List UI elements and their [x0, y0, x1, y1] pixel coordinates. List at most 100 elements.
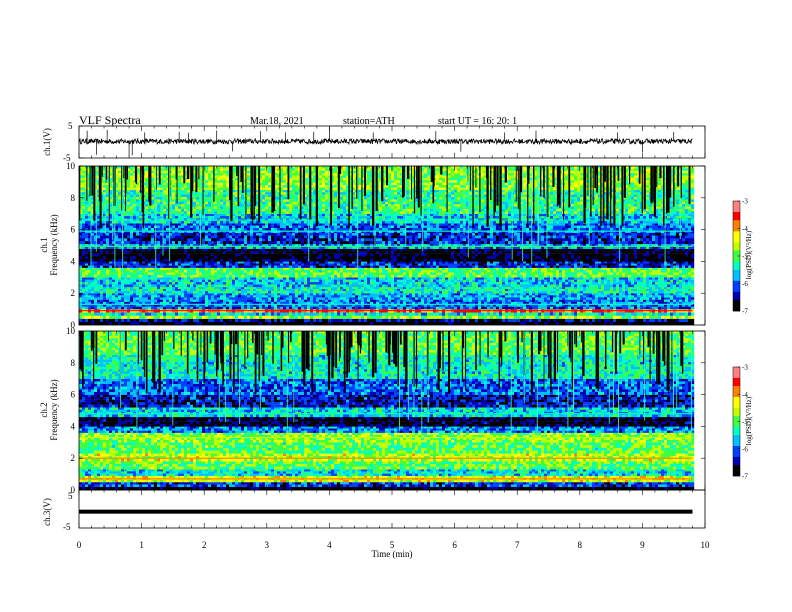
spectrogram-cell [193, 316, 196, 319]
spectrogram-cell [409, 270, 412, 273]
spectrogram-cell [643, 316, 646, 319]
spectrogram-cell [265, 293, 268, 295]
spectrogram-cell [472, 319, 475, 322]
spectrogram-cell [499, 297, 502, 299]
spectrogram-cell [514, 268, 517, 271]
spectrogram-cell [667, 275, 670, 278]
spectrogram-cell [679, 293, 682, 295]
spectrogram-cell [211, 268, 214, 271]
spectrogram-cell [352, 275, 355, 278]
spectrogram-cell [103, 282, 106, 285]
spectrogram-cell [229, 270, 232, 273]
spectrogram-cell [394, 307, 397, 310]
spectrogram-cell [286, 319, 289, 322]
spectrogram-cell [409, 285, 412, 288]
spectrogram-cell [124, 300, 127, 303]
spectrogram-cell [523, 291, 526, 293]
spectrogram-cell [190, 297, 193, 299]
spectrogram-cell [139, 261, 142, 263]
spectrogram-cell [613, 295, 616, 297]
spectrogram-cell [349, 297, 352, 299]
spectrogram-cell [118, 268, 121, 271]
spectrogram-cell [427, 300, 430, 303]
spectrogram-cell [91, 273, 94, 276]
spectrogram-cell [319, 319, 322, 322]
spectrogram-cell [661, 287, 664, 289]
spectrogram-cell [313, 280, 316, 283]
spectrogram-cell [544, 319, 547, 322]
spectrogram-cell [577, 282, 580, 285]
spectrogram-cell [166, 277, 169, 280]
spectrogram-cell [172, 300, 175, 303]
spectrogram-cell [292, 316, 295, 319]
spectrogram-cell [343, 289, 346, 291]
spectrogram-cell [184, 312, 187, 315]
spectrogram-cell [169, 297, 172, 299]
spectrogram-cell [187, 273, 190, 276]
spectrogram-cell [364, 316, 367, 319]
spectrogram-cell [190, 293, 193, 295]
spectrogram-cell [415, 275, 418, 278]
spectrogram-cell [322, 277, 325, 280]
spectrogram-cell [376, 316, 379, 319]
spectrogram-cell [367, 319, 370, 322]
spectrogram-cell [244, 273, 247, 276]
spectrogram-cell [532, 287, 535, 289]
spectrogram-cell [685, 268, 688, 271]
spectrogram-cell [337, 261, 340, 263]
spectrogram-cell [685, 291, 688, 293]
spectrogram-cell [691, 270, 694, 273]
spectrogram-cell [79, 300, 82, 303]
spectrogram-cell [634, 316, 637, 319]
spectrogram-cell [394, 273, 397, 276]
spectrogram-cell [448, 289, 451, 291]
spectrogram-cell [229, 293, 232, 295]
spectrogram-cell [451, 282, 454, 285]
spectrogram-cell [169, 312, 172, 315]
spectrogram-cell [493, 285, 496, 288]
spectrogram-cell [367, 282, 370, 285]
spectrogram-cell [526, 268, 529, 271]
spectrogram-cell [487, 261, 490, 263]
spectrogram-cell [634, 291, 637, 293]
spectrogram-cell [226, 319, 229, 322]
spectrogram-cell [688, 291, 691, 293]
spectrogram-cell [319, 312, 322, 315]
spectrogram-cell [310, 277, 313, 280]
spectrogram-cell [496, 275, 499, 278]
spectrogram-cell [316, 280, 319, 283]
spectrogram-cell [433, 273, 436, 276]
spectrogram-cell [544, 312, 547, 315]
spectrogram-cell [589, 268, 592, 271]
spectrogram-cell [163, 291, 166, 293]
spectrogram-cell [295, 300, 298, 303]
spectrogram-cell [505, 273, 508, 276]
spectrogram-cell [160, 307, 163, 310]
spectrogram-cell [505, 312, 508, 315]
spectrogram-cell [418, 289, 421, 291]
spectrogram-cell [685, 285, 688, 288]
spectrogram-cell [466, 273, 469, 276]
spectrogram-cell [493, 297, 496, 299]
spectrogram-cell [583, 307, 586, 310]
spectrogram-cell [106, 291, 109, 293]
spectrogram-cell [595, 280, 598, 283]
spectrogram-cell [547, 312, 550, 315]
spectrogram-cell [523, 293, 526, 295]
spectrogram-cell [508, 275, 511, 278]
spectrogram-cell [295, 282, 298, 285]
spectrogram-cell [88, 277, 91, 280]
spectrogram-cell [355, 287, 358, 289]
spectrogram-cell [436, 319, 439, 322]
spectrogram-cell [196, 319, 199, 322]
spectrogram-cell [259, 293, 262, 295]
spectrogram-cell [433, 300, 436, 303]
spectrogram-cell [547, 297, 550, 299]
spectrogram-cell [91, 277, 94, 280]
spectrogram-cell [634, 319, 637, 322]
spectrogram-cell [229, 291, 232, 293]
spectrogram-cell [574, 275, 577, 278]
spectrogram-cell [178, 285, 181, 288]
spectrogram-cell [115, 289, 118, 291]
spectrogram-cell [112, 293, 115, 295]
